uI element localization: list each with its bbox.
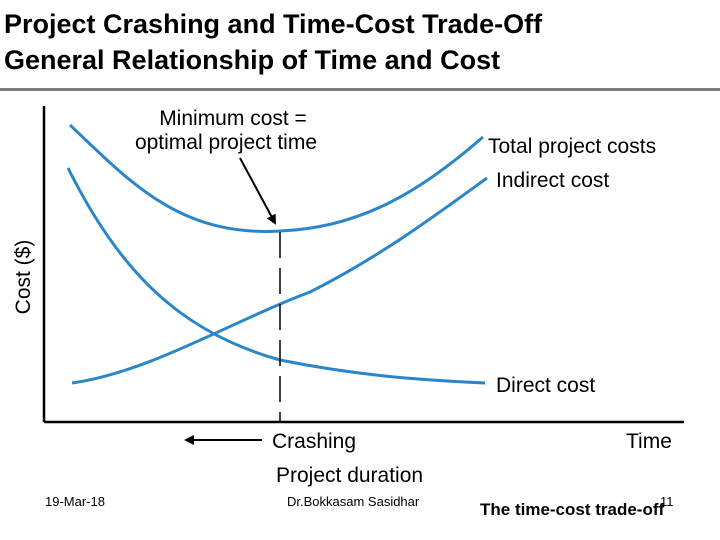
- title-line-2: General Relationship of Time and Cost: [4, 45, 501, 75]
- title-divider: [0, 88, 720, 91]
- footer-page-number: 11: [660, 494, 674, 509]
- title-line-1: Project Crashing and Time-Cost Trade-Off: [4, 9, 543, 39]
- annotation-line-1: Minimum cost =: [159, 107, 307, 130]
- direct-cost-label: Direct cost: [496, 374, 595, 397]
- indirect-cost-curve: [71, 176, 488, 385]
- direct-cost-curve: [66, 167, 486, 385]
- y-axis-label: Cost ($): [12, 240, 35, 315]
- total-cost-label: Total project costs: [488, 135, 656, 158]
- footer-topic: The time-cost trade-off: [480, 500, 665, 519]
- footer-author: Dr.Bokkasam Sasidhar: [287, 494, 420, 509]
- slide-title: Project Crashing and Time-Cost Trade-Off…: [4, 6, 542, 78]
- total-cost-curve: [68, 123, 484, 233]
- time-cost-diagram: Cost ($) Minimum cost = optimal project …: [12, 106, 684, 487]
- footer-date: 19-Mar-18: [45, 494, 105, 509]
- x-axis-title: Project duration: [276, 464, 423, 487]
- annotation-line-2: optimal project time: [135, 131, 317, 154]
- annotation-arrow: [239, 157, 276, 225]
- x-axis-end-label: Time: [626, 430, 672, 453]
- indirect-cost-label: Indirect cost: [496, 169, 609, 192]
- crashing-label: Crashing: [272, 430, 356, 453]
